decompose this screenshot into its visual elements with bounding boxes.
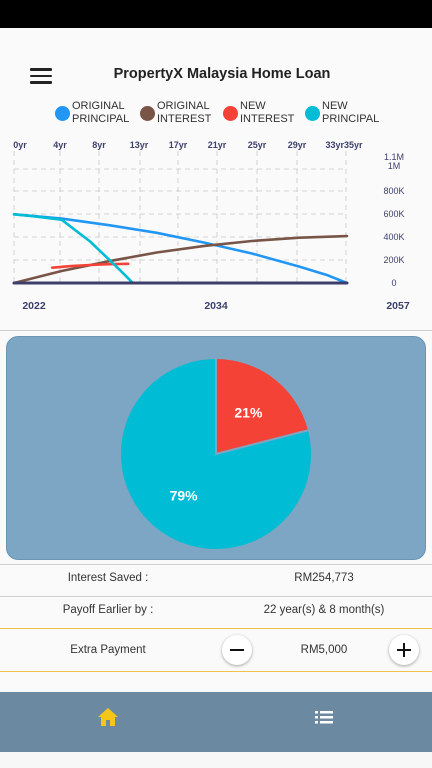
y-tick-label: 200K xyxy=(383,255,404,265)
payoff-earlier-value: 22 year(s) & 8 month(s) xyxy=(263,604,385,616)
y-tick-label: 800K xyxy=(383,186,404,196)
legend-dot-icon xyxy=(223,106,238,121)
list-icon xyxy=(315,711,333,724)
series-line-original-interest xyxy=(12,234,349,285)
payoff-earlier-row: Payoff Earlier by : 22 year(s) & 8 month… xyxy=(0,597,432,628)
payoff-earlier-label: Payoff Earlier by : xyxy=(62,604,154,616)
x-tick-label: 4yr xyxy=(53,140,67,150)
divider xyxy=(0,596,432,597)
divider xyxy=(0,564,432,565)
extra-payment-value: RM5,000 xyxy=(300,644,348,656)
legend-label: NEW INTEREST xyxy=(240,100,295,125)
legend-dot-icon xyxy=(140,106,155,121)
menu-icon[interactable] xyxy=(30,68,52,84)
interest-saved-label: Interest Saved : xyxy=(67,572,149,584)
nav-home-tab[interactable] xyxy=(96,705,120,729)
y-tick-label: 1.1M xyxy=(384,152,404,162)
extra-payment-row: Extra Payment RM5,000 xyxy=(0,628,432,672)
x-tick-label: 25yr xyxy=(248,140,267,150)
y-tick-label: 400K xyxy=(383,232,404,242)
home-icon xyxy=(98,708,118,726)
pie-chart-svg: 21% 79% xyxy=(119,356,313,551)
x-axis-year-label: 2022 xyxy=(22,300,46,312)
interest-saved-row: Interest Saved : RM254,773 xyxy=(0,565,432,596)
extra-payment-label: Extra Payment xyxy=(70,644,146,656)
bottom-navigation xyxy=(0,692,432,752)
legend-label: ORIGINAL INTEREST xyxy=(157,100,212,125)
pie-slice-label: 21% xyxy=(234,404,263,420)
x-tick-label: 0yr xyxy=(13,140,27,150)
increase-button[interactable] xyxy=(389,635,419,665)
x-axis-year-label: 2057 xyxy=(386,300,410,312)
minus-icon xyxy=(230,649,244,651)
line-chart-svg: 0yr 4yr 8yr 13yr 17yr 21yr 25yr 29yr 33yr35yr 1.1… xyxy=(12,140,410,312)
legend-dot-icon xyxy=(305,106,320,121)
pie-slice-label: 79% xyxy=(170,488,199,504)
y-tick-label: 600K xyxy=(383,209,404,219)
y-tick-label: 0 xyxy=(391,278,396,288)
series-line-original-principal xyxy=(12,213,349,285)
app-bar: PropertyX Malaysia Home Loan xyxy=(0,56,432,96)
x-tick-label: 17yr xyxy=(169,140,188,150)
pie-chart-panel: 21% 79% xyxy=(6,336,426,560)
legend-label: NEW PRINCIPAL xyxy=(322,100,380,125)
legend-dot-icon xyxy=(55,106,70,121)
status-bar xyxy=(0,0,432,28)
legend-label: ORIGINAL PRINCIPAL xyxy=(72,100,130,125)
x-tick-label: 33yr35yr xyxy=(325,140,363,150)
decrease-button[interactable] xyxy=(222,635,252,665)
nav-list-tab[interactable] xyxy=(312,705,336,729)
divider xyxy=(0,330,432,331)
chart-legend: ORIGINAL PRINCIPAL ORIGINAL INTEREST NEW… xyxy=(0,98,432,130)
x-tick-label: 8yr xyxy=(92,140,106,150)
loan-balance-chart: 0yr 4yr 8yr 13yr 17yr 21yr 25yr 29yr 33yr35yr 1.1… xyxy=(0,134,432,320)
x-tick-label: 29yr xyxy=(288,140,307,150)
pie-slice-principal xyxy=(119,356,313,551)
pie-slice-interest xyxy=(215,356,311,456)
app-title: PropertyX Malaysia Home Loan xyxy=(113,66,331,82)
system-nav-strip xyxy=(0,752,432,768)
x-axis-year-label: 2034 xyxy=(204,300,228,312)
interest-saved-value: RM254,773 xyxy=(294,572,354,584)
y-tick-label: 1M xyxy=(388,161,401,171)
series-line-new-principal xyxy=(12,213,135,285)
x-tick-label: 13yr xyxy=(130,140,149,150)
x-tick-label: 21yr xyxy=(208,140,227,150)
